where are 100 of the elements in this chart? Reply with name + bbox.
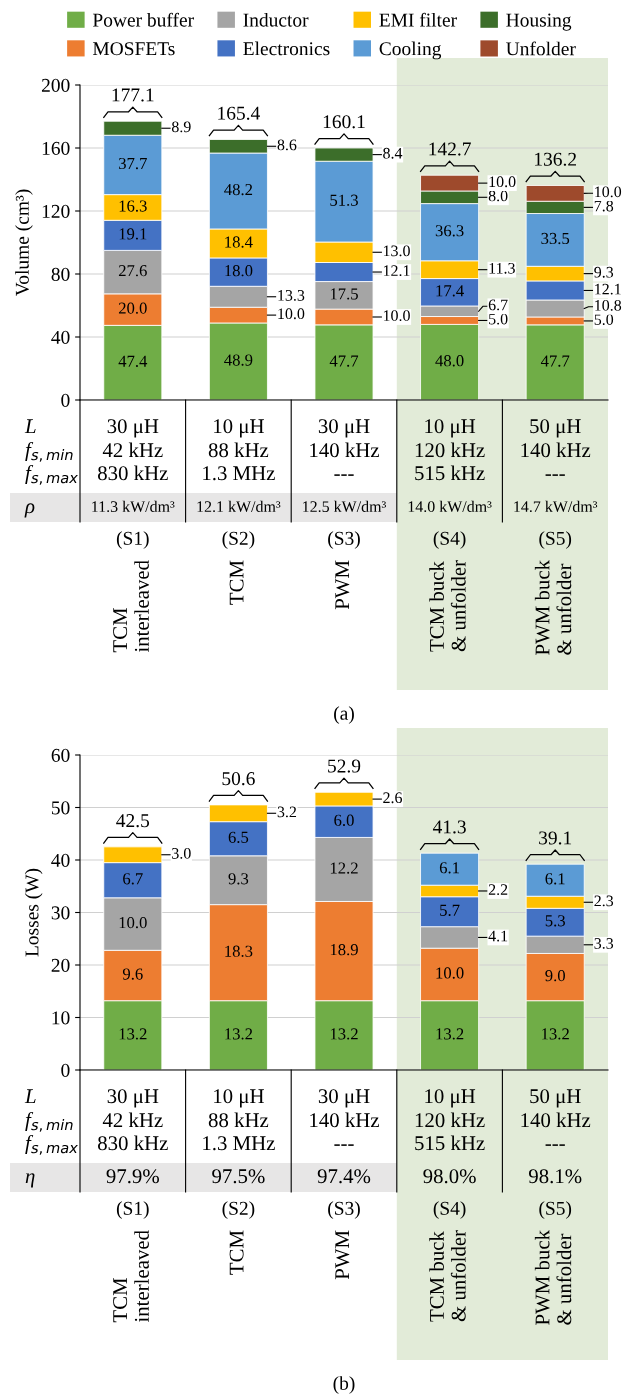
- text: L: [24, 419, 36, 434]
- y-tick-label: 0: [61, 1063, 70, 1077]
- data-label: 8.6: [277, 139, 297, 151]
- text: 120 kHz: [415, 442, 485, 458]
- y-tick-label: 10: [52, 1011, 70, 1025]
- text: 50 μH: [530, 1089, 581, 1108]
- y-tick-label: 80: [51, 267, 70, 281]
- text: (S3): [328, 1201, 360, 1219]
- data-label: 10.0: [436, 967, 464, 979]
- y-axis-title: Volume (cm³): [15, 189, 33, 297]
- y-tick-label: 30: [51, 906, 70, 920]
- data-label: 5.0: [489, 313, 508, 325]
- data-label: 20.0: [118, 302, 147, 314]
- text: (S2): [222, 531, 255, 549]
- data-label: 8.9: [171, 121, 191, 133]
- data-label: 3.0: [172, 847, 191, 859]
- legend-label: Inductor: [243, 12, 309, 27]
- text: 30 μH: [107, 1089, 159, 1108]
- total-label: 52.9: [328, 759, 361, 773]
- y-tick-label: 60: [51, 748, 70, 762]
- total-label: 136.2: [535, 152, 576, 166]
- text: ρ: [24, 503, 35, 518]
- text: (S1): [116, 1201, 149, 1219]
- text: 97.4%: [317, 1169, 371, 1184]
- text: 14.0 kW/dm³: [408, 500, 492, 513]
- data-label: 9.0: [545, 970, 565, 982]
- data-label: 51.3: [330, 194, 358, 206]
- text: 830 kHz: [98, 465, 168, 481]
- total-label: 50.6: [222, 772, 255, 786]
- data-label: 47.7: [540, 355, 570, 367]
- data-label: 36.3: [435, 225, 464, 237]
- data-label: 10.0: [489, 176, 516, 188]
- data-label: 11.3: [489, 262, 515, 274]
- total-label: 177.1: [112, 88, 154, 102]
- y-axis-title: Losses (W): [24, 868, 43, 957]
- text: 12.5 kW/dm³: [303, 500, 387, 513]
- data-label: 10.0: [383, 310, 410, 322]
- text: 10 μH: [425, 1089, 476, 1108]
- data-label: 48.0: [435, 355, 464, 367]
- y-tick-label: 160: [42, 141, 70, 155]
- data-label: 27.6: [118, 265, 147, 277]
- text: PWM: [335, 560, 350, 610]
- data-label: 13.0: [383, 245, 410, 257]
- text: 42 kHz: [102, 1112, 163, 1128]
- data-label: 4.1: [488, 930, 508, 942]
- legend-label: Power buffer: [92, 12, 194, 27]
- data-label: 3.3: [594, 938, 614, 949]
- data-label: 2.6: [383, 792, 403, 804]
- data-label: 10.0: [278, 308, 305, 320]
- text: 140 kHz: [310, 442, 379, 458]
- text: 97.5%: [212, 1169, 265, 1184]
- text: 515 kHz: [415, 465, 485, 481]
- y-tick-label: 120: [42, 204, 70, 218]
- text: 14.7 kW/dm³: [514, 500, 598, 513]
- text: f$_{s,min}$: [25, 442, 73, 462]
- legend-label: Electronics: [243, 41, 330, 56]
- y-tick-label: 40: [51, 853, 70, 867]
- text: TCM buck & unfolder: [429, 1230, 466, 1322]
- total-label: 39.1: [539, 831, 572, 845]
- data-label: 17.4: [436, 285, 464, 297]
- text: (S5): [539, 531, 572, 549]
- text: (b): [333, 1376, 355, 1394]
- legend-label: Cooling: [379, 41, 442, 60]
- text: 120 kHz: [415, 1112, 485, 1128]
- data-label: 17.5: [330, 288, 358, 300]
- text: 515 kHz: [415, 1135, 485, 1151]
- text: 97.9%: [106, 1169, 159, 1184]
- text: PWM buck & unfolder: [534, 560, 572, 655]
- y-tick-label: 20: [51, 958, 70, 972]
- data-label: 13.2: [330, 1028, 358, 1040]
- legend-label: Unfolder: [506, 41, 576, 56]
- data-label: 47.7: [329, 355, 359, 367]
- text: 30 μH: [318, 1089, 370, 1108]
- text: (S3): [328, 531, 360, 549]
- text: 50 μH: [530, 419, 581, 438]
- data-label: 47.4: [118, 355, 148, 367]
- data-label: 12.2: [330, 862, 358, 874]
- text: f$_{s,min}$: [25, 1112, 73, 1132]
- data-label: 9.3: [228, 873, 249, 885]
- data-label: 5.3: [545, 915, 565, 927]
- data-label: 6.7: [488, 299, 508, 311]
- text: 30 μH: [107, 419, 159, 438]
- text: 10 μH: [214, 419, 264, 438]
- text: TCM buck & unfolder: [429, 560, 466, 652]
- data-label: 48.9: [224, 354, 253, 366]
- data-label: 3.2: [277, 806, 297, 818]
- text: 1.3 MHz: [203, 1136, 275, 1151]
- data-label: 18.4: [225, 236, 253, 248]
- text: η: [25, 1173, 35, 1188]
- text: (S2): [222, 1201, 255, 1219]
- data-label: 18.0: [225, 265, 253, 277]
- text: ---: [545, 1144, 565, 1146]
- data-label: 2.3: [594, 895, 614, 907]
- text: ---: [545, 474, 565, 476]
- text: 10 μH: [425, 419, 476, 438]
- data-label: 16.3: [119, 200, 147, 212]
- y-tick-label: 0: [61, 393, 70, 407]
- legend-label: EMI filter: [379, 12, 457, 27]
- data-label: 2.2: [488, 884, 508, 896]
- data-label: 10.0: [595, 186, 622, 198]
